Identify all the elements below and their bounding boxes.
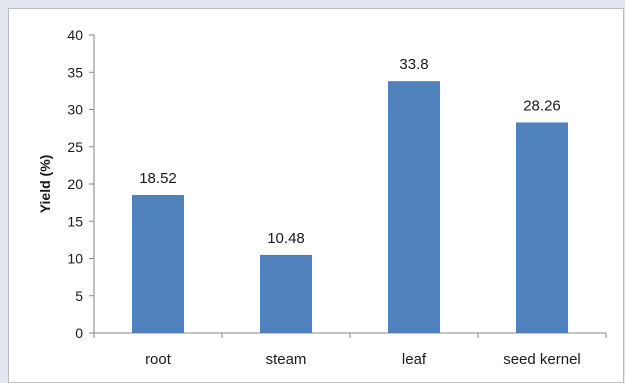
y-tick-label: 10 [67,251,83,267]
x-category-label: seed kernel [503,351,581,368]
y-axis-title: Yield (%) [37,155,53,214]
bar-leaf [388,81,440,333]
x-category-label: leaf [402,351,427,368]
data-label: 33.8 [399,56,428,73]
x-category-label: root [145,351,172,368]
y-tick-label: 40 [67,27,83,43]
y-tick-label: 20 [67,176,83,192]
bar-series [132,81,568,333]
data-label: 10.48 [267,230,305,247]
data-label: 18.52 [139,170,177,187]
data-label: 28.26 [523,97,561,114]
y-axis: 0 5 10 15 20 25 30 35 40 [67,27,95,341]
y-tick-label: 25 [67,139,83,155]
bar-seed-kernel [516,122,568,333]
x-axis: root steam leaf seed kernel [93,332,607,368]
data-labels: 18.52 10.48 33.8 28.26 [139,56,561,247]
x-category-label: steam [266,351,307,368]
bar-steam [260,254,312,333]
y-tick-label: 30 [67,102,83,118]
y-tick-label: 0 [75,325,83,341]
y-tick-label: 35 [67,64,83,80]
y-tick-label: 5 [75,288,83,304]
y-tick-label: 15 [67,213,83,229]
bar-chart: 0 5 10 15 20 25 30 35 40 root steam leaf seed kerne… [37,27,607,368]
bar-root [132,195,184,333]
